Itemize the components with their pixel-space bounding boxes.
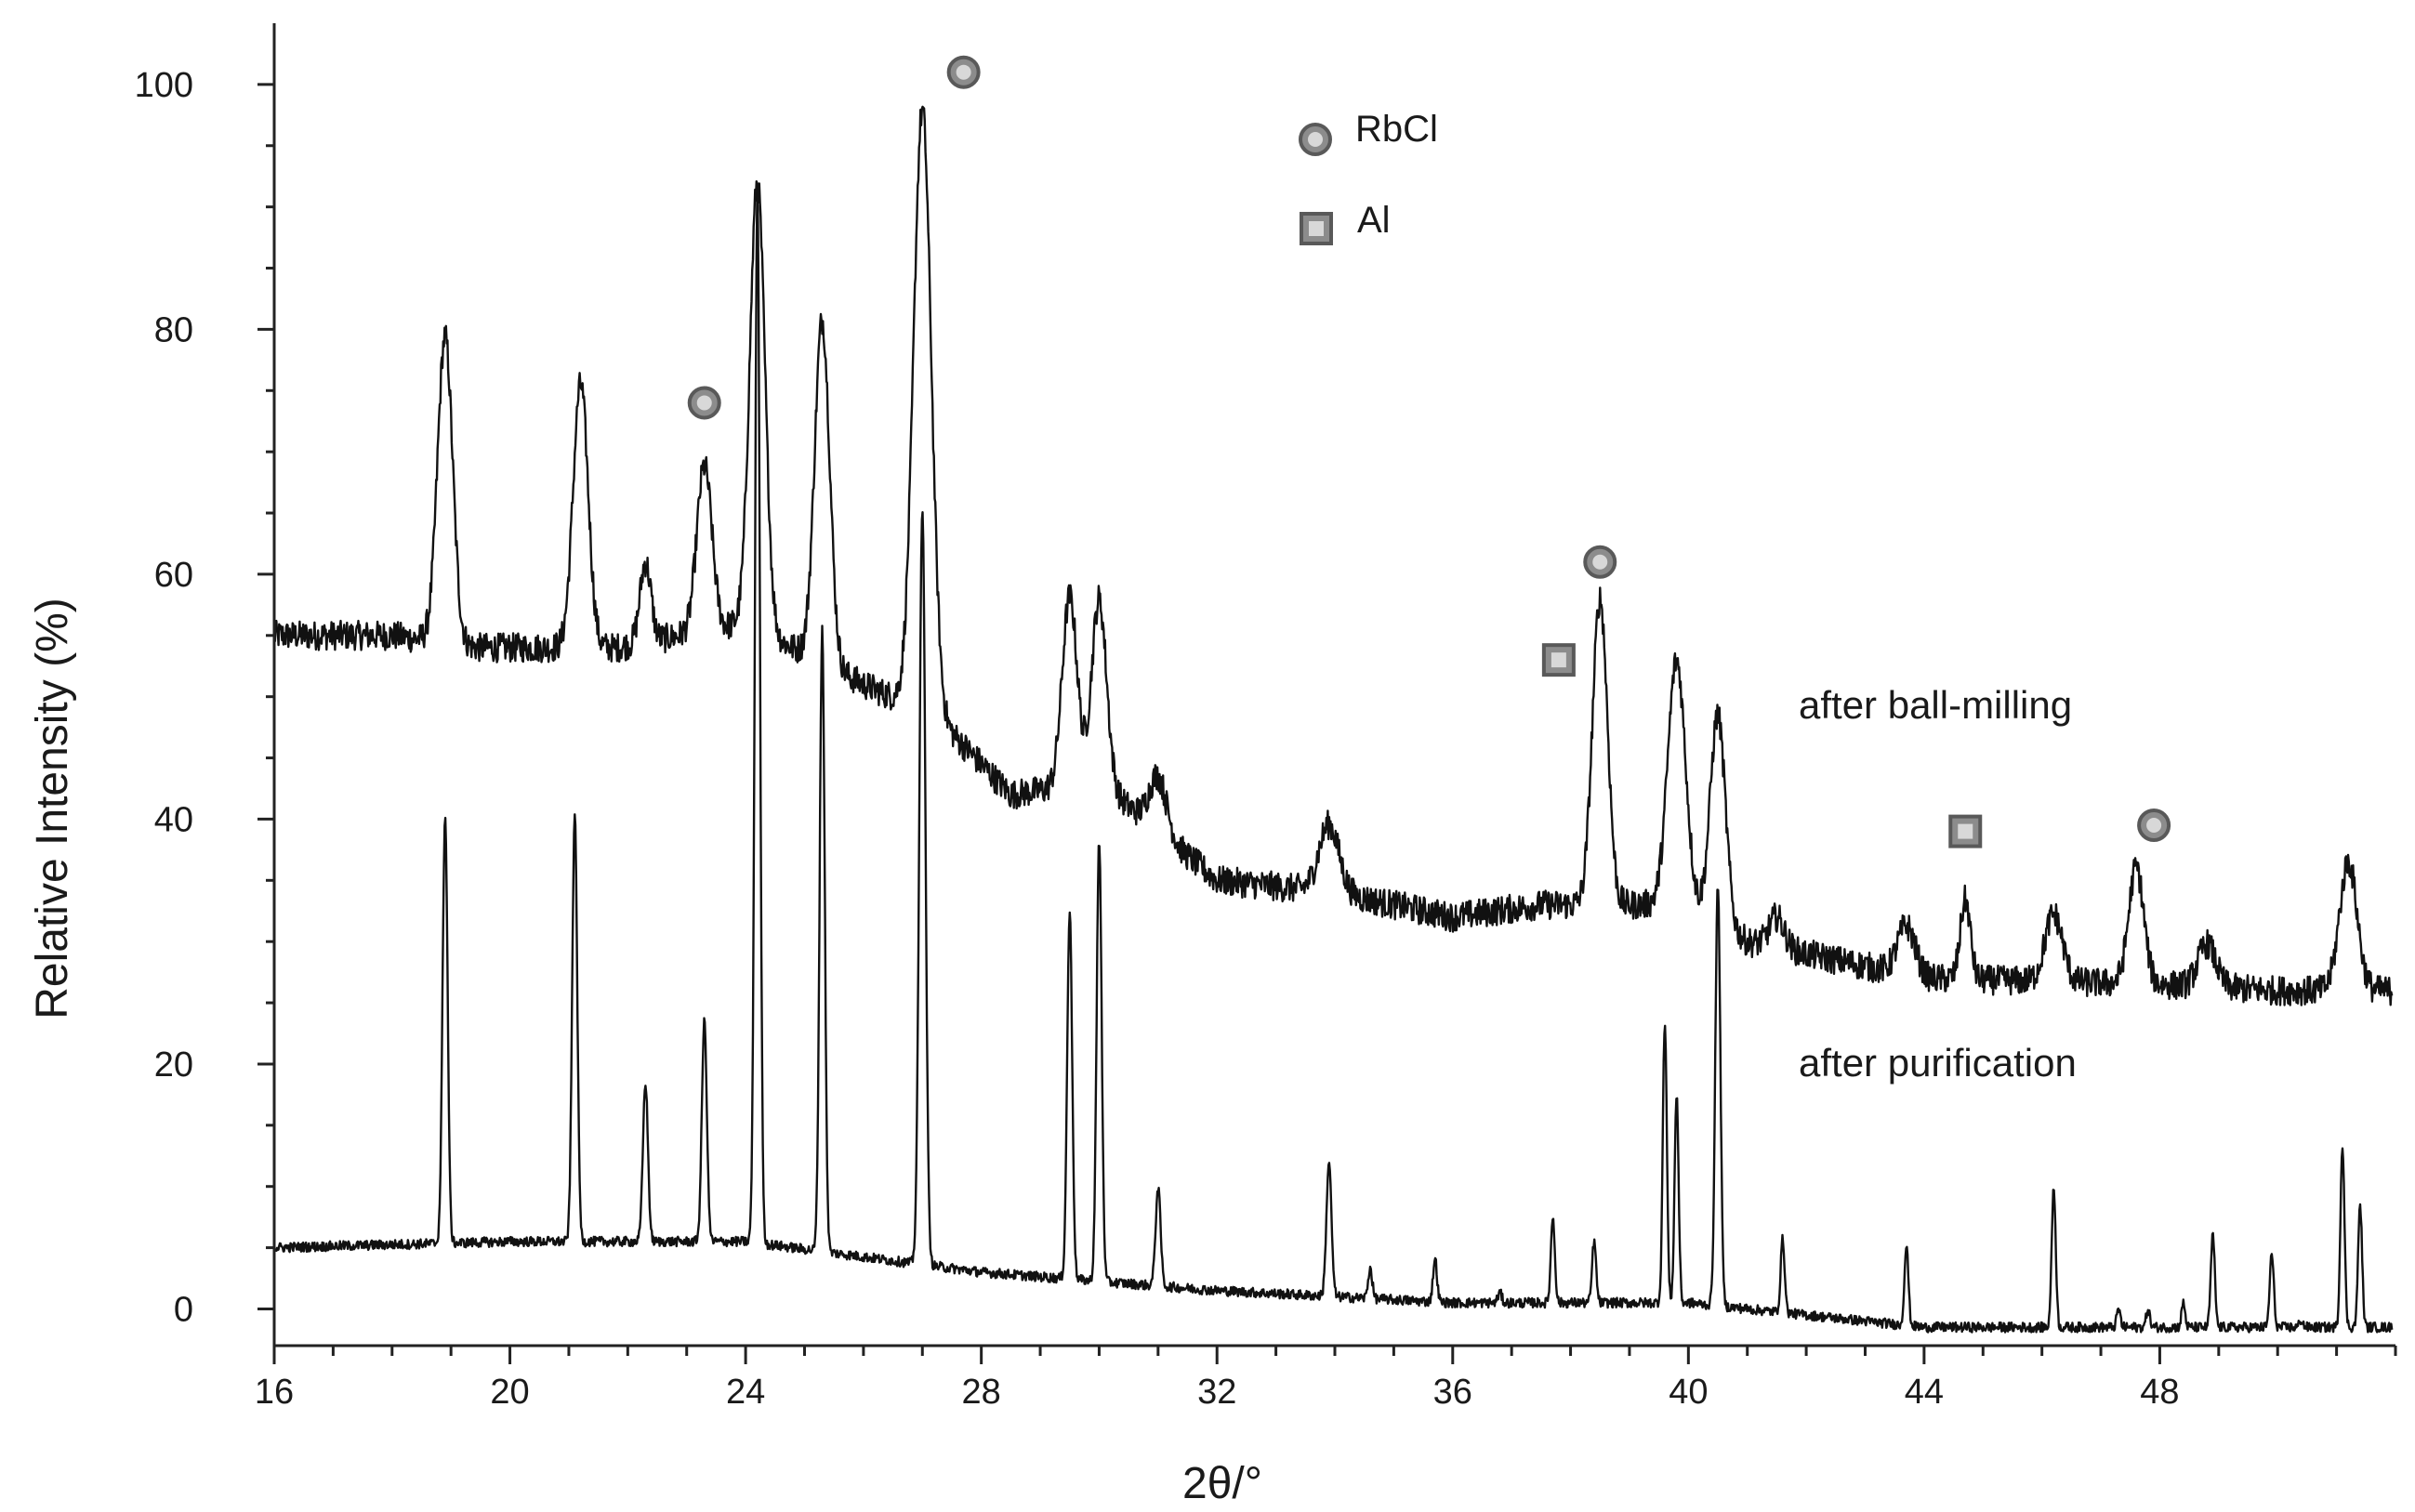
al-marker-center — [1958, 823, 1973, 839]
legend-al-label: Al — [1357, 200, 1391, 241]
series-label-ball-milling: after ball-milling — [1799, 683, 2072, 727]
y-tick-label: 40 — [154, 800, 193, 839]
y-tick-label: 20 — [154, 1045, 193, 1085]
x-tick-label: 32 — [1197, 1373, 1236, 1412]
x-tick-label: 44 — [1905, 1373, 1944, 1412]
series-line-ball-milling — [272, 105, 2394, 1006]
y-tick-label: 100 — [135, 66, 193, 105]
y-axis-title: Relative Intensity (%) — [28, 598, 77, 1019]
x-tick-label: 20 — [490, 1373, 529, 1412]
legend: RbCl Al — [1299, 109, 1438, 245]
x-tick-label: 28 — [962, 1373, 1001, 1412]
series-label-purification: after purification — [1799, 1041, 2077, 1085]
legend-al-marker — [1300, 212, 1333, 245]
phase-markers — [687, 55, 2171, 848]
series-line-purification — [273, 192, 2394, 1334]
al-marker-center — [1551, 652, 1566, 668]
legend-rbcl-marker-center — [1308, 132, 1323, 147]
y-tick-label: 0 — [174, 1290, 193, 1329]
x-tick-label: 16 — [255, 1373, 294, 1412]
y-tick-label: 80 — [154, 310, 193, 349]
legend-al-marker-center — [1309, 221, 1324, 236]
series-group — [272, 105, 2394, 1334]
rbcl-marker-center — [956, 64, 971, 80]
rbcl-marker-center — [2146, 818, 2162, 834]
x-tick-label: 40 — [1669, 1373, 1708, 1412]
x-axis-title: 2θ/° — [1182, 1459, 1262, 1508]
x-tick-label: 36 — [1433, 1373, 1472, 1412]
rbcl-marker-center — [696, 395, 712, 411]
x-tick-label: 24 — [726, 1373, 765, 1412]
axes: 16 20 24 28 32 36 40 44 48 0 20 40 60 80 100 — [135, 23, 2397, 1412]
legend-rbcl-label: RbCl — [1355, 109, 1438, 150]
rbcl-marker-center — [1592, 554, 1608, 570]
y-tick-label: 60 — [154, 556, 193, 595]
x-tick-label: 48 — [2140, 1373, 2179, 1412]
